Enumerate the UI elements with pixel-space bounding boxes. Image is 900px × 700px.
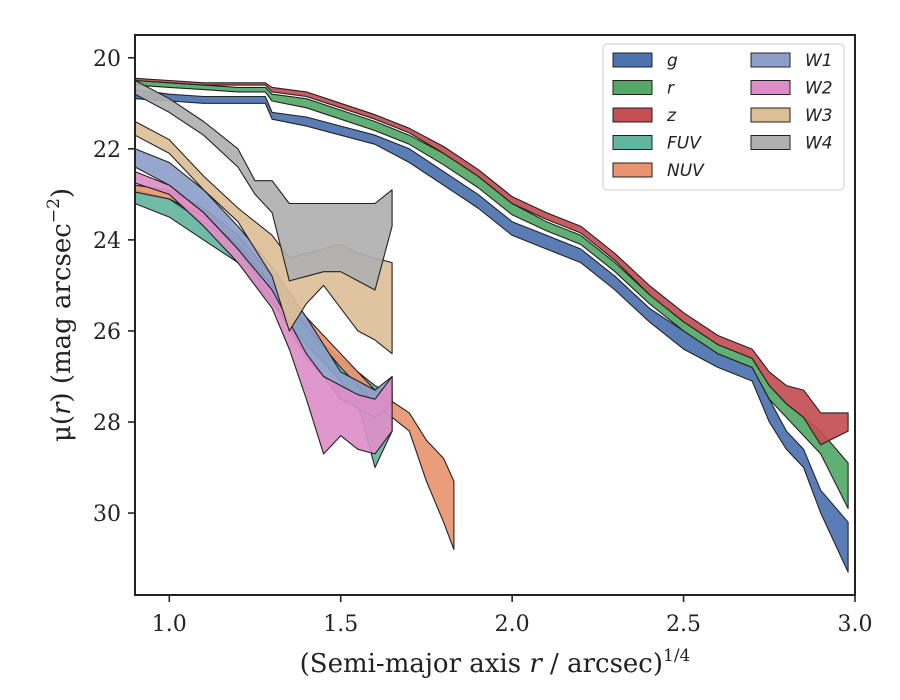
band-z — [134, 77, 849, 446]
y-tick-label: 20 — [93, 47, 121, 72]
legend-swatch-w3 — [750, 107, 791, 123]
legend-label-w2: W2 — [805, 79, 833, 99]
x-tick-label: 1.0 — [152, 612, 187, 637]
legend-label-w3: W3 — [805, 106, 833, 126]
x-tick-label: 3.0 — [838, 612, 873, 637]
legend-swatch-w4 — [750, 135, 791, 150]
x-tick-label: 1.5 — [323, 612, 358, 637]
legend-swatch-r — [612, 80, 653, 95]
y-tick-label: 22 — [93, 138, 121, 163]
legend-label-w1: W1 — [805, 51, 833, 71]
series-bands — [134, 77, 849, 573]
axes: 1.0 1.5 2.0 2.5 3.0 20 22 24 26 28 30 — [93, 34, 873, 637]
band-w4 — [134, 79, 393, 291]
legend-label-z: z — [666, 106, 677, 126]
x-tick-label: 2.0 — [495, 612, 530, 637]
y-tick-label: 28 — [93, 411, 121, 436]
band-w3 — [134, 120, 393, 355]
band-r — [134, 79, 849, 510]
plot-frame — [134, 34, 856, 596]
band-g — [134, 89, 849, 573]
legend-swatch-w1 — [750, 52, 791, 68]
x-tick-label: 2.5 — [666, 612, 701, 637]
legend-label-r: r — [667, 79, 675, 99]
legend: grz FUV NUV W1 W2 W3 W4 — [602, 43, 845, 191]
band-w2 — [134, 171, 393, 455]
legend-label-fuv: FUV — [667, 134, 702, 154]
x-axis-label: (Semi-major axis r / arcsec)1/4 — [300, 646, 691, 679]
legend-swatch-fuv — [612, 135, 653, 150]
legend-swatch-nuv — [612, 162, 653, 178]
legend-label-w4: W4 — [805, 134, 833, 154]
y-tick-label: 26 — [93, 320, 121, 345]
y-tick-label: 30 — [93, 502, 121, 527]
legend-label-nuv: NUV — [667, 161, 705, 181]
y-tick-label: 24 — [93, 229, 121, 254]
legend-label-g: g — [667, 51, 678, 71]
legend-swatch-z — [612, 107, 653, 123]
y-axis-label: μ(r) (mag arcsec−2) — [44, 188, 77, 442]
legend-swatch-w2 — [750, 80, 791, 95]
legend-swatch-g — [612, 52, 653, 68]
